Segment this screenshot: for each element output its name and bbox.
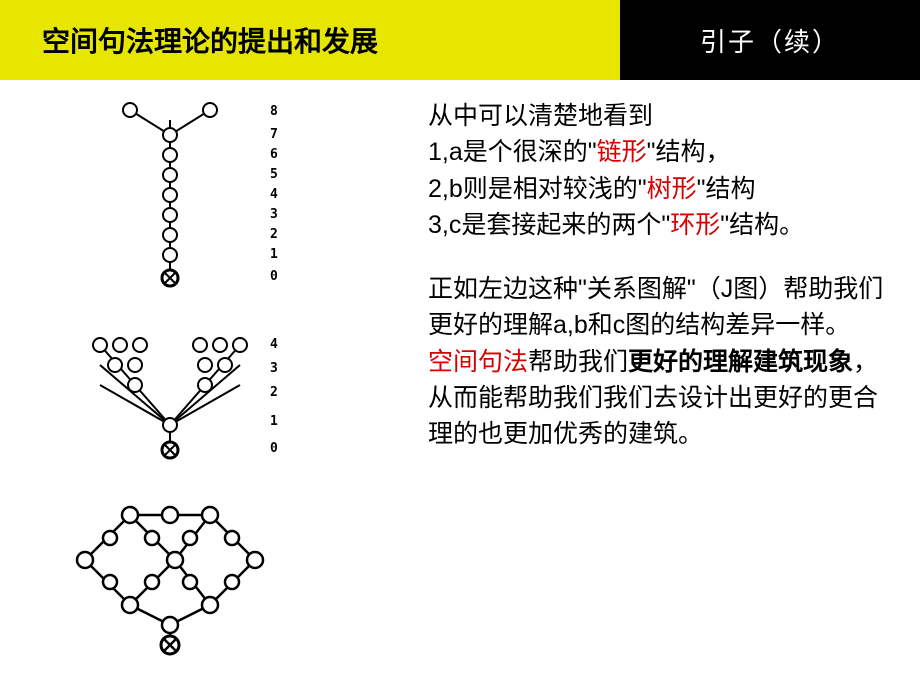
svg-text:3: 3 [270, 207, 278, 222]
line2-red: 树形 [647, 175, 697, 203]
diagram-column: 8 7 6 5 4 3 2 1 0 [0, 80, 420, 690]
header: 空间句法理论的提出和发展 引子（续） [0, 0, 920, 80]
para-2: 正如左边这种"关系图解"（J图）帮助我们更好的理解a,b和c图的结构差异一样。 [428, 271, 902, 344]
line3-a: 3,c是套接起来的两个" [428, 211, 670, 239]
svg-text:2: 2 [270, 385, 278, 400]
svg-text:0: 0 [270, 269, 278, 284]
svg-text:1: 1 [270, 414, 278, 429]
svg-text:4: 4 [270, 187, 278, 202]
line-2: 2,b则是相对较浅的"树形"结构 [428, 171, 902, 207]
svg-text:0: 0 [270, 441, 278, 456]
svg-text:2: 2 [270, 227, 278, 242]
para-3: 空间句法帮助我们更好的理解建筑现象，从而能帮助我们我们去设计出更好的更合理的也更… [428, 344, 902, 453]
line2-b: "结构 [697, 175, 756, 203]
text-column: 从中可以清楚地看到 1,a是个很深的"链形"结构， 2,b则是相对较浅的"树形"… [420, 80, 920, 690]
svg-text:6: 6 [270, 147, 278, 162]
svg-text:8: 8 [270, 104, 278, 119]
line1-red: 链形 [597, 138, 647, 166]
line1-b: "结构， [647, 138, 731, 166]
chain-diagram: 8 7 6 5 4 3 2 1 0 [60, 100, 290, 300]
svg-text:3: 3 [270, 361, 278, 376]
intro-line: 从中可以清楚地看到 [428, 98, 902, 134]
svg-text:7: 7 [270, 127, 278, 142]
line-3: 3,c是套接起来的两个"环形"结构。 [428, 207, 902, 243]
para3-bold: 更好的理解建筑现象 [628, 348, 853, 376]
line3-red: 环形 [670, 211, 720, 239]
title-left: 空间句法理论的提出和发展 [0, 0, 620, 80]
svg-text:4: 4 [270, 337, 278, 352]
para3-red: 空间句法 [428, 348, 528, 376]
line-1: 1,a是个很深的"链形"结构， [428, 134, 902, 170]
para3-a: 帮助我们 [528, 348, 628, 376]
line1-a: 1,a是个很深的" [428, 138, 597, 166]
line3-b: "结构。 [720, 211, 804, 239]
tree-diagram: 4 3 2 1 0 [60, 330, 290, 470]
svg-text:1: 1 [270, 247, 278, 262]
title-right: 引子（续） [620, 0, 920, 80]
content: 8 7 6 5 4 3 2 1 0 [0, 80, 920, 690]
ring-diagram [60, 500, 290, 660]
line2-a: 2,b则是相对较浅的" [428, 175, 647, 203]
svg-text:5: 5 [270, 167, 278, 182]
